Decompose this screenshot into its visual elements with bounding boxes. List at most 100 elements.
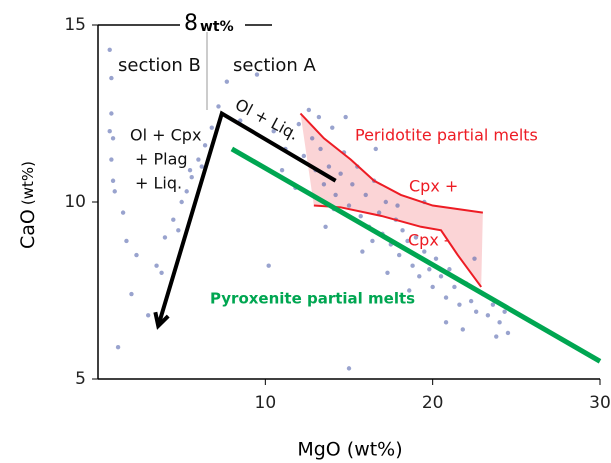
data-point [383,199,389,205]
data-point [115,344,121,350]
data-point [318,146,323,152]
arrowhead [153,311,170,330]
data-point [279,167,285,173]
data-point [110,136,116,141]
data-point [350,182,355,187]
annotation: Cpx - [408,231,450,250]
data-point [376,210,382,215]
data-point [196,157,201,162]
data-point [370,238,375,244]
data-point [473,309,479,314]
annotation: section A [233,55,317,76]
data-point [433,256,439,261]
data-point [447,267,452,272]
data-point [472,256,477,261]
data-point [460,327,465,332]
data-point [112,189,117,194]
x-axis-label: MgO (wt%) [297,439,402,461]
data-point [107,47,112,52]
x-tick-label: 20 [422,393,444,413]
data-point [199,164,204,169]
y-tick-label: 15 [64,15,86,35]
data-point [413,235,419,240]
data-point [490,302,496,307]
data-point [323,224,328,229]
x-tick-label: 30 [589,393,611,413]
data-point [343,114,348,120]
data-point [358,213,363,219]
data-point [405,238,410,244]
data-point [301,153,307,159]
divider-unit: wt% [200,19,234,35]
data-point [397,252,402,258]
data-point [326,164,332,169]
data-point [176,228,181,233]
data-point [189,175,194,180]
data-point [407,288,412,293]
data-point [124,238,129,244]
data-point [129,291,134,297]
data-point [385,270,390,275]
data-point [422,249,427,254]
y-tick-label: 10 [64,192,86,212]
data-point [109,111,114,116]
data-point [333,192,338,198]
trend-line [230,146,602,364]
data-point [209,125,214,130]
data-point [338,171,343,176]
data-point [395,203,400,208]
data-point [417,274,422,279]
data-point [346,366,352,371]
data-point [360,249,365,254]
data-point [505,330,511,336]
data-point [452,284,457,290]
annotation: Ol + Cpx [130,126,201,145]
data-point [427,267,432,272]
data-point [202,143,208,148]
data-point [159,270,164,275]
data-point [184,189,189,194]
data-point [321,182,327,187]
annotation: Pyroxenite partial melts [210,290,415,308]
trend-line [156,110,337,327]
annotation: Cpx + [409,177,458,196]
data-point [457,302,462,307]
data-point [154,263,159,268]
annotation: + Plag [135,150,188,169]
trend-line [313,204,482,288]
data-point [468,298,474,304]
annotation: section B [118,55,201,76]
data-point [171,217,176,222]
data-point [254,72,260,77]
data-point [120,210,126,215]
data-point [216,104,221,109]
divider-value: 8 [184,11,198,36]
data-point [438,274,444,279]
data-point [502,309,507,314]
data-point [346,203,352,208]
data-point [494,334,499,339]
data-point [109,75,114,81]
data-point [443,320,449,325]
data-point [224,79,230,84]
data-point [296,121,301,127]
data-point [430,284,435,290]
data-point [109,157,114,162]
data-point [410,263,415,268]
data-point [306,107,312,113]
data-point [485,313,491,318]
data-point [373,146,378,152]
data-point [179,199,184,205]
data-point [107,129,112,134]
data-point [400,228,405,233]
y-axis-label-unit: (wt%) [19,161,37,205]
data-point [363,192,368,198]
data-point [266,263,271,268]
data-point [309,136,315,141]
x-tick-label: 10 [255,393,277,413]
data-point [497,320,502,325]
data-point [187,167,193,173]
data-point [162,235,168,240]
plot-area: 10 20 30 5 10 15 [64,15,610,413]
